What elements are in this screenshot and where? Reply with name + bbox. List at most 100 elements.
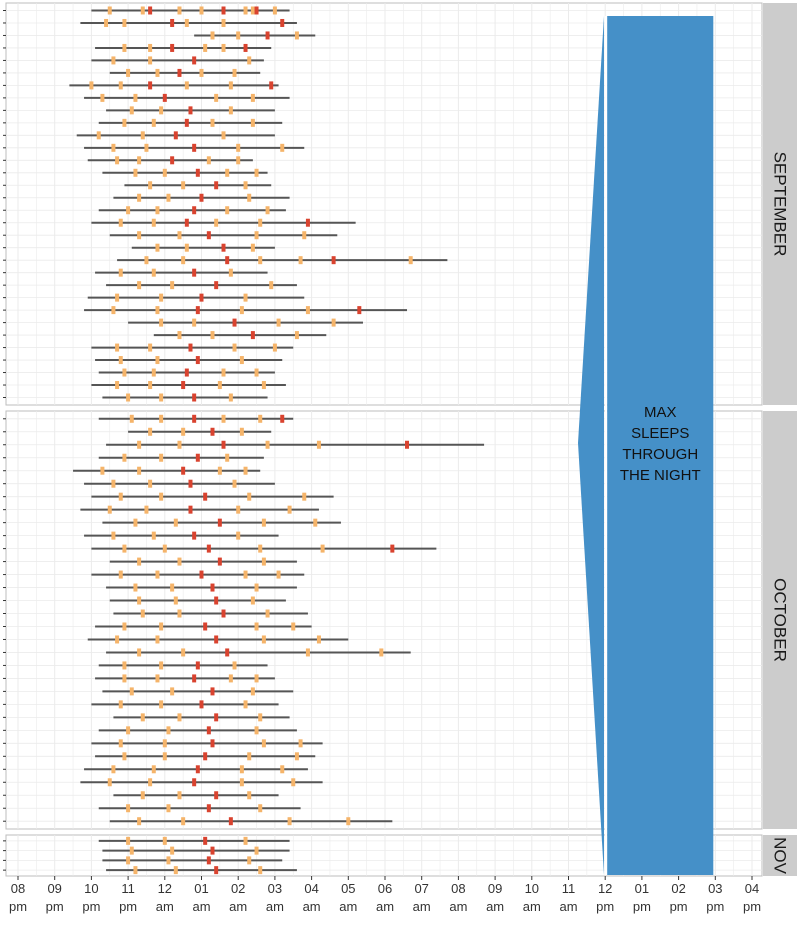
wake-mark <box>214 281 219 290</box>
wake-mark <box>188 343 193 352</box>
x-tick-label-ampm: am <box>229 899 247 914</box>
wake-mark <box>184 81 189 90</box>
wake-mark <box>151 268 156 277</box>
x-tick-label-hour: 02 <box>671 881 685 896</box>
wake-mark <box>239 306 244 315</box>
x-tick-label-ampm: pm <box>46 899 64 914</box>
wake-mark <box>272 6 277 15</box>
wake-mark <box>170 687 175 696</box>
wake-mark <box>305 218 310 227</box>
wake-mark <box>122 118 127 127</box>
wake-mark <box>250 118 255 127</box>
wake-mark <box>181 817 186 826</box>
wake-mark <box>239 765 244 774</box>
wake-mark <box>118 570 123 579</box>
wake-mark <box>210 583 215 592</box>
wake-mark <box>199 293 204 302</box>
wake-mark <box>166 804 171 813</box>
x-tick-label-ampm: am <box>303 899 321 914</box>
wake-mark <box>140 6 145 15</box>
wake-mark <box>188 106 193 115</box>
wake-mark <box>243 181 248 190</box>
wake-mark <box>151 765 156 774</box>
wake-mark <box>104 18 109 27</box>
wake-mark <box>159 453 164 462</box>
wake-mark <box>126 836 131 845</box>
wake-mark <box>261 381 266 390</box>
wake-mark <box>107 505 112 514</box>
wake-mark <box>214 713 219 722</box>
wake-mark <box>210 739 215 748</box>
wake-mark <box>199 193 204 202</box>
wake-mark <box>206 156 211 165</box>
wake-mark <box>258 218 263 227</box>
wake-mark <box>181 181 186 190</box>
wake-mark <box>225 256 230 265</box>
wake-mark <box>210 846 215 855</box>
wake-mark <box>232 343 237 352</box>
wake-mark <box>177 331 182 340</box>
x-axis: 08 pm 09 pm 10 pm 11 pm 12 am 01 am 02 am 03 am 04 am 05 am… <box>9 876 761 914</box>
wake-mark <box>170 43 175 52</box>
x-tick-label-ampm: pm <box>633 899 651 914</box>
wake-mark <box>96 131 101 140</box>
wake-mark <box>115 156 120 165</box>
wake-mark <box>192 206 197 215</box>
wake-mark <box>137 817 142 826</box>
wake-mark <box>210 331 215 340</box>
wake-mark <box>214 866 219 875</box>
wake-mark <box>162 93 167 102</box>
wake-mark <box>122 622 127 631</box>
wake-mark <box>379 648 384 657</box>
wake-mark <box>195 168 200 177</box>
wake-mark <box>221 243 226 252</box>
wake-mark <box>144 256 149 265</box>
wake-mark <box>390 544 395 553</box>
wake-mark <box>162 752 167 761</box>
wake-mark <box>155 306 160 315</box>
wake-mark <box>210 31 215 40</box>
wake-mark <box>254 168 259 177</box>
wake-mark <box>214 791 219 800</box>
wake-mark <box>221 131 226 140</box>
wake-mark <box>122 368 127 377</box>
x-tick-label-hour: 10 <box>84 881 98 896</box>
wake-mark <box>159 622 164 631</box>
wake-mark <box>357 306 362 315</box>
x-tick-label-ampm: am <box>413 899 431 914</box>
wake-mark <box>331 256 336 265</box>
wake-mark <box>221 18 226 27</box>
wake-mark <box>243 6 248 15</box>
wake-mark <box>107 6 112 15</box>
wake-mark <box>148 343 153 352</box>
x-tick-label-hour: 04 <box>745 881 759 896</box>
wake-mark <box>170 583 175 592</box>
callout-text-line: MAX <box>644 404 677 421</box>
wake-mark <box>254 368 259 377</box>
wake-mark <box>206 856 211 865</box>
x-tick-label-ampm: am <box>449 899 467 914</box>
wake-mark <box>184 18 189 27</box>
wake-mark <box>177 713 182 722</box>
wake-mark <box>89 81 94 90</box>
wake-mark <box>214 596 219 605</box>
wake-mark <box>137 231 142 240</box>
wake-mark <box>272 343 277 352</box>
wake-mark <box>247 193 252 202</box>
x-tick-label-ampm: am <box>559 899 577 914</box>
callout-text-line: THE NIGHT <box>620 467 701 484</box>
wake-mark <box>239 356 244 365</box>
wake-mark <box>195 306 200 315</box>
wake-mark <box>129 414 134 423</box>
wake-mark <box>137 466 142 475</box>
wake-mark <box>122 752 127 761</box>
wake-mark <box>140 609 145 618</box>
wake-mark <box>346 817 351 826</box>
wake-mark <box>316 440 321 449</box>
callout-pointer <box>578 16 604 875</box>
wake-mark <box>316 635 321 644</box>
wake-mark <box>236 505 241 514</box>
wake-mark <box>258 866 263 875</box>
wake-mark <box>294 752 299 761</box>
x-tick-label-hour: 10 <box>525 881 539 896</box>
